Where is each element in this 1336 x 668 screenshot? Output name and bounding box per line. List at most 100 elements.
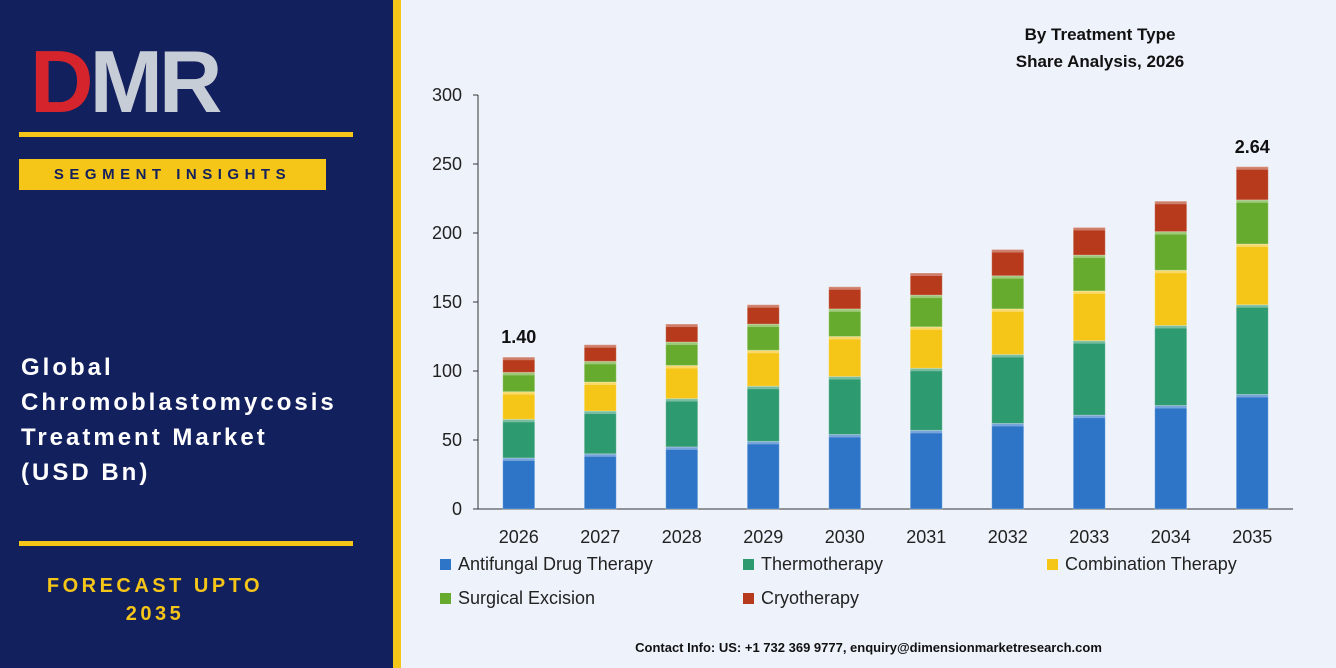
x-tick-label: 2033	[1069, 527, 1109, 547]
legend-label: Cryotherapy	[761, 588, 860, 608]
y-tick-label: 250	[432, 154, 462, 174]
left-panel: DMR SEGMENT INSIGHTS Global Chromoblasto…	[0, 0, 393, 668]
bar-segment	[909, 326, 943, 369]
bar-segment	[991, 308, 1025, 355]
bar-segment	[502, 457, 536, 510]
bar-segment-highlight	[584, 344, 617, 348]
bar-segment	[1154, 200, 1188, 233]
x-tick-label: 2035	[1232, 527, 1272, 547]
bar-segment	[1154, 324, 1188, 406]
report-title-line: Chromoblastomycosis	[21, 389, 337, 416]
bar-segment-highlight	[502, 419, 535, 423]
legend-label: Thermotherapy	[761, 554, 884, 574]
x-tick-label: 2029	[743, 527, 783, 547]
bar-segment-highlight	[1236, 394, 1269, 398]
legend-swatch	[743, 593, 754, 604]
x-tick-label: 2034	[1151, 527, 1191, 547]
bar-total-annotation: 2.64	[1235, 137, 1270, 157]
segment-insights-label: SEGMENT INSIGHTS	[53, 166, 292, 183]
bar-segment	[1072, 254, 1106, 292]
bar-segment	[583, 453, 617, 510]
bar-segment	[665, 364, 699, 400]
bar-segment-highlight	[1236, 244, 1269, 248]
bar-segment	[1072, 340, 1106, 416]
x-tick-label: 2032	[988, 527, 1028, 547]
legend-item: Combination Therapy	[1047, 554, 1237, 575]
bar-segment	[1235, 243, 1269, 306]
report-title-line: (USD Bn)	[21, 459, 151, 486]
bar-segment-highlight	[502, 357, 535, 361]
bar-segment	[828, 286, 862, 310]
bar-segment	[1154, 269, 1188, 326]
forecast-line-2: 2035	[125, 603, 185, 625]
forecast-label: FORECAST UPTO 2035	[20, 572, 290, 628]
bar-segment-highlight	[991, 249, 1024, 253]
bar-segment-highlight	[1236, 199, 1269, 203]
bar-segment-highlight	[828, 308, 861, 312]
x-tick-label: 2027	[580, 527, 620, 547]
legend-swatch	[743, 559, 754, 570]
bar-segment-highlight	[747, 350, 780, 354]
bar-segment-highlight	[1073, 340, 1106, 344]
bar-segment-highlight	[910, 326, 943, 330]
top-divider	[19, 132, 353, 137]
legend-label: Surgical Excision	[458, 588, 596, 608]
x-tick-label: 2030	[825, 527, 865, 547]
legend-item: Antifungal Drug Therapy	[440, 554, 653, 575]
bar-segment-highlight	[1154, 325, 1187, 329]
bar-segment	[1235, 199, 1269, 245]
bar-segment-highlight	[991, 275, 1024, 279]
bar-segment-highlight	[1073, 290, 1106, 294]
bar-segment-highlight	[665, 365, 698, 369]
bottom-divider	[19, 541, 353, 546]
segment-insights-badge: SEGMENT INSIGHTS	[19, 159, 326, 190]
bar-total-annotation: 1.40	[501, 327, 536, 347]
y-tick-label: 0	[452, 499, 462, 519]
report-title-line: Global	[21, 354, 114, 381]
bar-segment	[909, 294, 943, 328]
bar-segment	[583, 360, 617, 383]
bar-segment-highlight	[910, 430, 943, 434]
bar-segment-highlight	[828, 286, 861, 290]
bar-segment-highlight	[665, 324, 698, 328]
bar-segment	[746, 304, 780, 325]
y-tick-label: 100	[432, 361, 462, 381]
bar-segment-highlight	[1073, 227, 1106, 231]
bar-segment	[828, 433, 862, 510]
bar-segment	[502, 391, 536, 420]
stacked-bar-chart: 0 50 100 150 200 250 300 2026 1.40 2027 2028 2029 20…	[432, 85, 1293, 547]
bar-segment	[1235, 166, 1269, 201]
bar-segment	[991, 275, 1025, 310]
bar-segment	[909, 272, 943, 296]
bar-segment	[502, 356, 536, 373]
forecast-line-1: FORECAST UPTO	[46, 575, 264, 597]
bar-segment-highlight	[991, 423, 1024, 427]
bar-segment	[828, 308, 862, 337]
bar-segment-highlight	[584, 361, 617, 365]
bar-segment	[1154, 231, 1188, 271]
bar-segment-highlight	[828, 434, 861, 438]
x-tick-label: 2028	[662, 527, 702, 547]
bar-segment	[746, 349, 780, 387]
y-tick-label: 50	[442, 430, 462, 450]
bar-segment-highlight	[991, 354, 1024, 358]
bar-segment-highlight	[1154, 270, 1187, 274]
legend-swatch	[1047, 559, 1058, 570]
bar-segment-highlight	[502, 372, 535, 376]
report-title-line: Treatment Market	[21, 424, 268, 451]
bar-segment	[583, 344, 617, 362]
y-tick-label: 150	[432, 292, 462, 312]
bar-segment	[502, 418, 536, 459]
bar-segment-highlight	[910, 273, 943, 277]
bar-segment	[583, 410, 617, 455]
bar-segment-highlight	[584, 411, 617, 415]
bar-segment	[665, 398, 699, 448]
legend-swatch	[440, 559, 451, 570]
panel-divider	[393, 0, 401, 668]
bar-segment	[583, 381, 617, 412]
y-tick-label: 300	[432, 85, 462, 105]
legend-swatch	[440, 593, 451, 604]
chart-title-line: By Treatment Type	[1024, 25, 1176, 44]
x-tick-label: 2026	[499, 527, 539, 547]
bar-segment	[909, 367, 943, 431]
